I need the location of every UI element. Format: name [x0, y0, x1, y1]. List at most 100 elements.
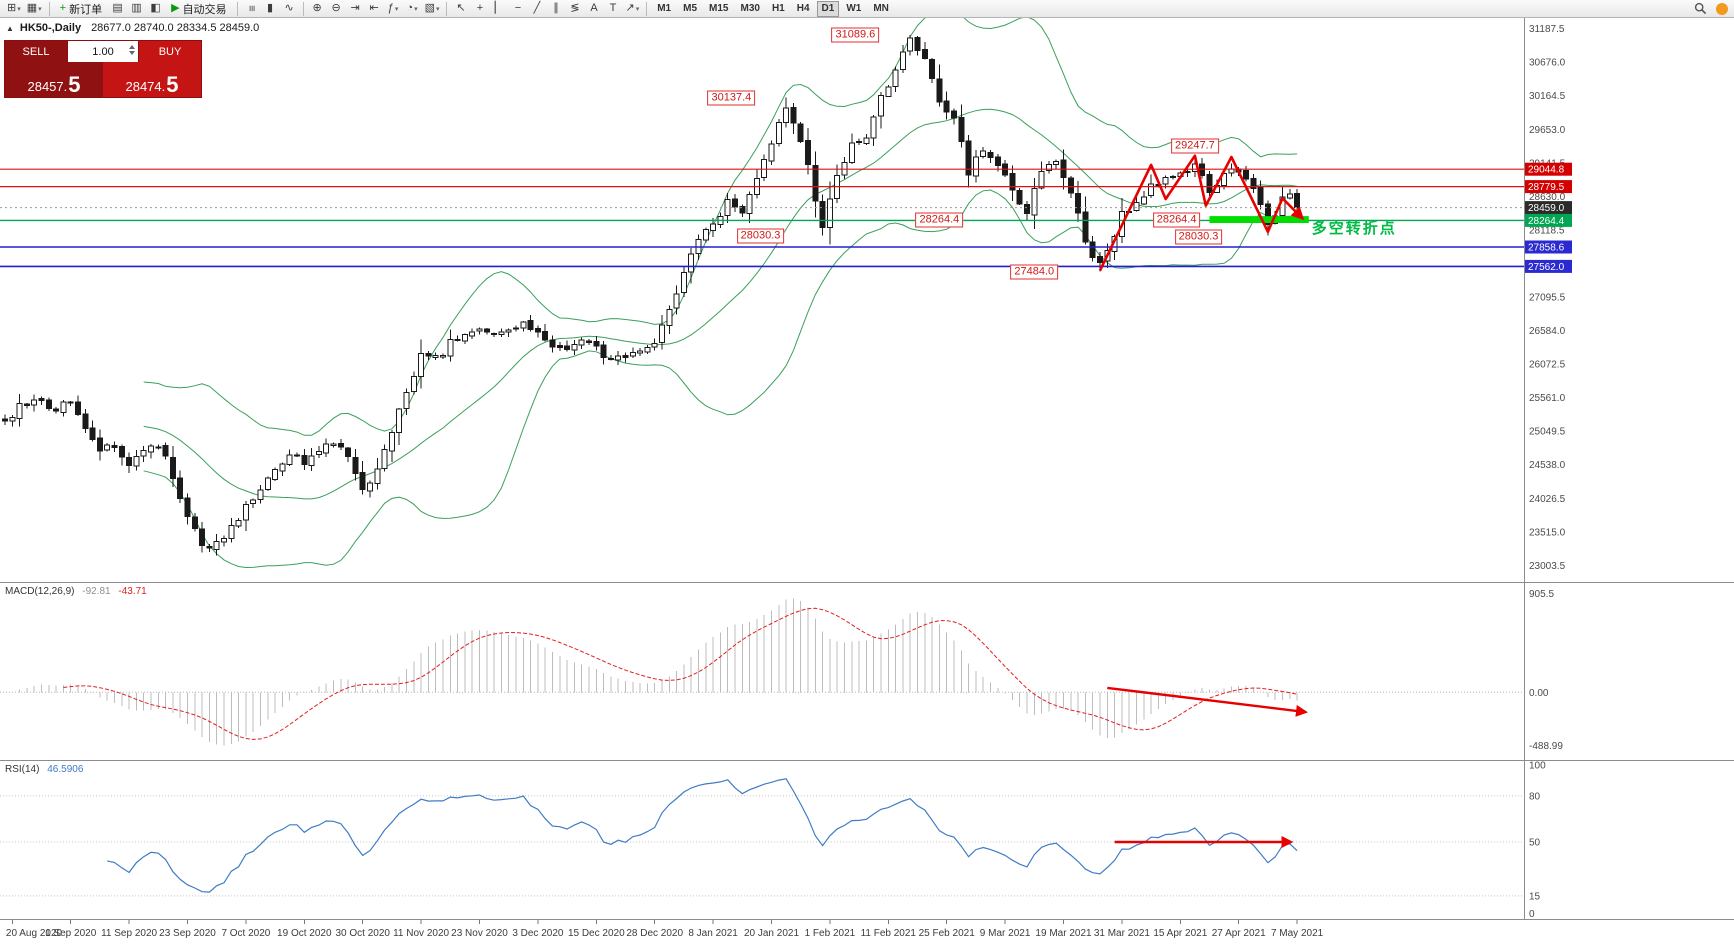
timeframe-m1-button[interactable]: M1 — [652, 1, 676, 17]
toolbar-groups: ⊞ ▾ ▦ ▾ + 新订单 ▤ ▥ ◧ ▶ 自动交易 ≡ ▮ ∿ ⊕ ⊖ ⇥ ⇤ ƒ ▾ ◔ ▾ ▧ ▾ ↖ + ▏ − ╱ ∥ ≶ A T ↗ ▾… — [4, 0, 895, 18]
play-icon: ▶ — [171, 2, 180, 14]
timeframe-h1-button[interactable]: H1 — [767, 1, 790, 17]
toolbar-separator — [646, 1, 648, 16]
bar-chart-icon: ≡ — [245, 5, 258, 12]
support-zone-highlight[interactable] — [1209, 216, 1309, 223]
volume-field[interactable]: 1.00 — [67, 41, 139, 62]
rsi-level-label: 15 — [1529, 891, 1541, 902]
time-axis-label: 30 Oct 2020 — [335, 928, 390, 939]
rsi-level-label: 80 — [1529, 791, 1541, 802]
indicators-button[interactable]: ƒ ▾ — [384, 1, 403, 17]
buy-button[interactable]: BUY — [139, 41, 201, 62]
equidistant-channel-button[interactable]: ∥ — [546, 1, 565, 17]
new-chart-button[interactable]: ⊞ ▾ — [4, 1, 24, 17]
one-click-collapse-icon[interactable]: ▲ — [6, 23, 14, 33]
text-label-button[interactable]: T — [603, 1, 622, 17]
timeframe-h4-button[interactable]: H4 — [792, 1, 815, 17]
auto-trading-button[interactable]: ▶ 自动交易 — [165, 1, 232, 17]
buy-price-display[interactable]: 28474. 5 — [103, 62, 201, 97]
candlestick-chart-button[interactable]: ▮ — [261, 1, 280, 17]
fibonacci-button[interactable]: ≶ — [565, 1, 584, 17]
bar-chart-button[interactable]: ≡ — [242, 1, 261, 17]
chart-shift-button[interactable]: ⇤ — [365, 1, 384, 17]
time-axis-label: 19 Oct 2020 — [277, 928, 332, 939]
volume-spinner[interactable] — [129, 45, 135, 55]
new-order-button[interactable]: + 新订单 — [54, 1, 108, 17]
templates-icon: ▧ — [424, 2, 435, 14]
rsi-level-label: 0 — [1529, 909, 1535, 920]
zoom-out-button[interactable]: ⊖ — [327, 1, 346, 17]
zoom-in-button[interactable]: ⊕ — [308, 1, 327, 17]
sell-price-display[interactable]: 28457. 5 — [5, 62, 103, 97]
time-axis-label: 19 Mar 2021 — [1035, 928, 1092, 939]
line-chart-button[interactable]: ∿ — [280, 1, 299, 17]
crosshair-button[interactable]: + — [470, 1, 489, 17]
price-tag — [1525, 162, 1572, 176]
price-tag — [1525, 213, 1572, 227]
vertical-line-button[interactable]: ▏ — [489, 1, 508, 17]
text-button[interactable]: A — [584, 1, 603, 17]
templates-button[interactable]: ▧ ▾ — [422, 1, 443, 17]
search-button[interactable] — [1691, 1, 1710, 17]
new-order-label: 新订单 — [69, 3, 103, 16]
symbol-period-label: HK50-,Daily — [19, 22, 82, 34]
time-axis-label: 8 Jan 2021 — [688, 928, 738, 939]
buy-price-fraction: 5 — [166, 72, 179, 97]
timeframe-w1-button[interactable]: W1 — [841, 1, 866, 17]
macd-indicator-label: MACD(12,26,9) -92.81 -43.71 — [5, 586, 147, 597]
price-axis-label: 25049.5 — [1529, 427, 1566, 438]
volume-increase-icon[interactable] — [129, 45, 135, 49]
time-axis-label: 15 Apr 2021 — [1153, 928, 1207, 939]
bollinger-middle-band[interactable] — [143, 108, 1298, 500]
periods-button[interactable]: ◔ ▾ — [403, 1, 422, 17]
chart-note-text[interactable]: 多空转折点 — [1312, 219, 1397, 237]
price-tag-label: 27858.6 — [1528, 243, 1565, 254]
horizontal-line-button[interactable]: − — [508, 1, 527, 17]
data-window-button[interactable]: ▥ — [127, 1, 146, 17]
navigator-button[interactable]: ◧ — [146, 1, 165, 17]
price-tag — [1525, 240, 1572, 254]
notification-badge-icon[interactable] — [1716, 2, 1728, 15]
trendline-button[interactable]: ╱ — [527, 1, 546, 17]
data-window-icon: ▥ — [131, 2, 142, 14]
auto-scroll-button[interactable]: ⇥ — [346, 1, 365, 17]
profiles-button[interactable]: ▦ ▾ — [24, 1, 45, 17]
cursor-button[interactable]: ↖ — [451, 1, 470, 17]
price-axis-label: 27095.5 — [1529, 293, 1566, 304]
dropdown-arrow-icon: ▾ — [435, 5, 440, 13]
toolbar-separator — [48, 1, 50, 16]
trade-panel-controls: SELL 1.00 BUY — [5, 41, 201, 62]
timeframe-m15-button[interactable]: M15 — [704, 1, 733, 17]
trend-zigzag-annotation[interactable] — [1098, 154, 1305, 272]
timeframe-mn-button[interactable]: MN — [868, 1, 894, 17]
timeframe-m30-button[interactable]: M30 — [735, 1, 764, 17]
market-watch-button[interactable]: ▤ — [108, 1, 127, 17]
trade-panel-prices: 28457. 5 28474. 5 — [5, 62, 201, 97]
macd-signal-line — [63, 607, 1298, 740]
time-axis-label: 7 Oct 2020 — [221, 928, 270, 939]
bollinger-upper-band[interactable] — [143, 11, 1298, 436]
toolbar-right — [1691, 1, 1728, 17]
price-axis-label: 30164.5 — [1529, 91, 1566, 102]
timeframe-d1-button[interactable]: D1 — [816, 0, 840, 17]
time-axis-label: 9 Mar 2021 — [980, 928, 1031, 939]
macd-trend-arrow[interactable] — [1107, 686, 1308, 717]
sell-button[interactable]: SELL — [5, 41, 67, 62]
toolbar-separator — [302, 1, 304, 16]
timeframe-m5-button[interactable]: M5 — [678, 1, 702, 17]
time-axis-label: 7 May 2021 — [1271, 928, 1324, 939]
volume-decrease-icon[interactable] — [129, 51, 135, 55]
time-axis-label: 25 Feb 2021 — [919, 928, 976, 939]
auto-trading-label: 自动交易 — [182, 3, 227, 16]
price-tag — [1525, 180, 1572, 194]
macd-name: MACD(12,26,9) — [5, 586, 75, 597]
price-axis-label: 24026.5 — [1529, 494, 1566, 505]
zoom-in-icon: ⊕ — [312, 2, 322, 14]
dropdown-arrow-icon: ▾ — [17, 5, 21, 13]
price-tag-label: 27562.0 — [1528, 262, 1565, 273]
profiles-icon: ▦ — [26, 2, 38, 14]
dropdown-arrow-icon: ▾ — [38, 5, 42, 13]
arrows-button[interactable]: ↗ ▾ — [622, 1, 642, 17]
